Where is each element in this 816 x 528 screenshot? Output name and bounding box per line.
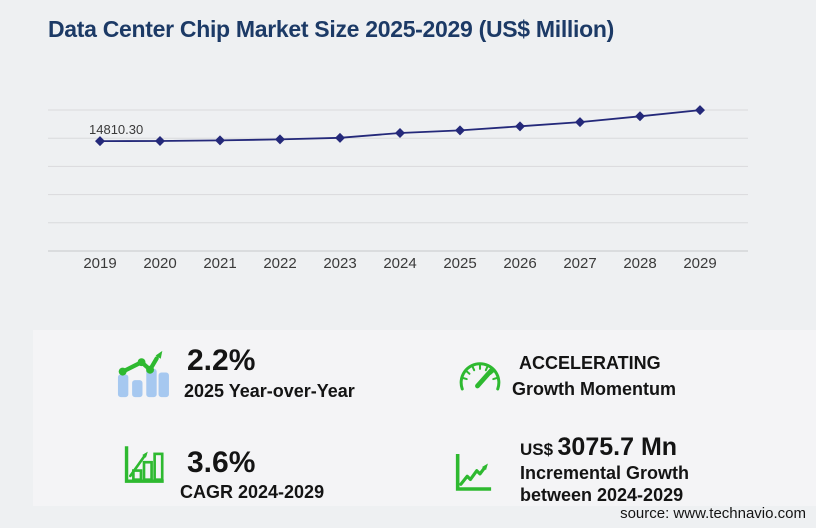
trend-bars-icon [117, 350, 169, 398]
incremental-amount: 3075.7 Mn [557, 433, 678, 461]
momentum-line1: ACCELERATING [519, 353, 661, 373]
chart-year-label: 2027 [563, 255, 596, 272]
chart-point [95, 136, 105, 147]
chart-year-label: 2029 [683, 255, 716, 272]
bar-growth-icon [124, 446, 164, 483]
chart-year-label: 2025 [443, 255, 476, 272]
chart-point [395, 127, 405, 138]
chart-point [515, 121, 525, 132]
line-growth-icon [455, 453, 492, 491]
incremental-value: US$ 3075.7 Mn [520, 433, 677, 462]
page-title: Data Center Chip Market Size 2025-2029 (… [48, 16, 614, 42]
stats-panel: 2.2% 2025 Year-over-Year ACCELERATING Gr… [33, 330, 816, 506]
chart-point [455, 125, 465, 136]
cagr-label: CAGR 2024-2029 [180, 482, 325, 502]
yoy-value: 2.2% [187, 344, 256, 377]
gauge-icon [459, 362, 501, 391]
chart-data-label: 14810.30 [89, 122, 143, 137]
chart-year-label: 2019 [83, 255, 116, 272]
chart-year-label: 2024 [383, 255, 416, 272]
cagr-value: 3.6% [187, 446, 256, 479]
source-note: source: www.technavio.com [620, 505, 806, 522]
incremental-line2: between 2024-2029 [520, 485, 684, 505]
chart-point [335, 132, 345, 143]
chart-year-label: 2020 [143, 255, 176, 272]
chart-year-label: 2028 [623, 255, 656, 272]
chart-point [215, 135, 225, 146]
market-size-chart: 2019 2020 2021 2022 2023 2024 2025 2026 2027 2028… [40, 60, 756, 275]
momentum-line2: Growth Momentum [512, 379, 676, 399]
chart-point [575, 117, 585, 128]
incremental-line1: Incremental Growth [520, 463, 690, 483]
chart-year-label: 2021 [203, 255, 236, 272]
chart-point [275, 134, 285, 145]
chart-point [155, 136, 165, 147]
chart-year-label: 2022 [263, 255, 296, 272]
chart-point [695, 105, 705, 116]
chart-year-label: 2023 [323, 255, 356, 272]
incremental-currency: US$ [520, 440, 554, 459]
chart-year-label: 2026 [503, 255, 536, 272]
yoy-label: 2025 Year-over-Year [184, 381, 355, 401]
chart-canvas: 2019 2020 2021 2022 2023 2024 2025 2026 2027 2028… [48, 105, 748, 272]
chart-point [635, 111, 645, 122]
